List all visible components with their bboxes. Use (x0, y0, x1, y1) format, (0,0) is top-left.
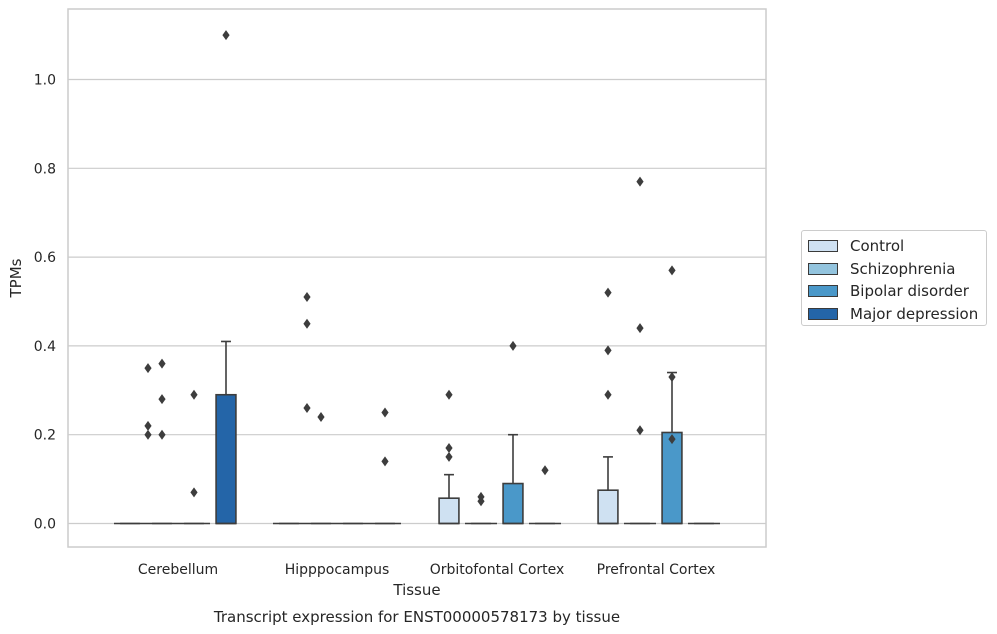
outlier-point (222, 30, 230, 41)
legend-label: Schizophrenia (850, 259, 956, 278)
outlier-point (668, 265, 676, 276)
y-tick-label: 1.0 (34, 73, 56, 89)
legend-item: Bipolar disorder (808, 280, 986, 303)
outlier-point (190, 487, 198, 498)
outlier-point (477, 496, 485, 507)
outlier-point (509, 340, 517, 351)
y-axis-label: TPMs (7, 258, 25, 298)
box-marks (114, 30, 720, 525)
outlier-point (303, 292, 311, 303)
x-tick-label: Prefrontal Cortex (597, 562, 716, 578)
box (597, 489, 619, 525)
outlier-point (144, 363, 152, 374)
legend-swatch (808, 262, 838, 275)
outlier-point (604, 345, 612, 356)
outlier-point (158, 429, 166, 440)
y-tick-label: 0.6 (34, 250, 56, 266)
legend-item: Schizophrenia (808, 258, 986, 281)
x-tick-label: Cerebellum (138, 562, 218, 578)
legend-label: Control (850, 237, 905, 256)
outlier-point (668, 434, 676, 445)
outlier-point (190, 389, 198, 400)
outlier-point (381, 407, 389, 418)
outlier-point (445, 451, 453, 462)
chart-title: Transcript expression for ENST0000057817… (213, 608, 620, 626)
outlier-point (445, 389, 453, 400)
legend-item: Major depression (808, 303, 986, 326)
x-tick-labels: Cerebellum Hipppocampus Orbitofontal Corte… (138, 562, 715, 578)
plot-area (67, 8, 767, 548)
y-tick-label: 0.0 (34, 517, 56, 533)
outlier-point (303, 403, 311, 414)
outlier-point (144, 420, 152, 431)
box (502, 482, 524, 525)
y-tick-label: 0.2 (34, 428, 56, 444)
outlier-point (144, 429, 152, 440)
outlier-point (636, 176, 644, 187)
y-tick-label: 0.4 (34, 339, 56, 355)
outlier-point (668, 371, 676, 382)
box (661, 431, 683, 525)
outlier-point (636, 323, 644, 334)
outlier-point (445, 443, 453, 454)
chart-legend: Control Schizophrenia Bipolar disorder Majo… (801, 230, 987, 326)
x-tick-label: Orbitofontal Cortex (430, 562, 565, 578)
outlier-point (636, 425, 644, 436)
box (215, 393, 237, 525)
outlier-point (541, 465, 549, 476)
outlier-point (317, 411, 325, 422)
outlier-point (604, 287, 612, 298)
box (438, 497, 460, 525)
outlier-point (158, 358, 166, 369)
outlier-point (604, 389, 612, 400)
outlier-point (381, 456, 389, 467)
outlier-point (158, 394, 166, 405)
x-tick-label: Hipppocampus (285, 562, 390, 578)
legend-item: Control (808, 235, 986, 258)
legend-label: Bipolar disorder (850, 282, 969, 301)
legend-swatch (808, 307, 838, 320)
y-tick-labels: 0.0 0.2 0.4 0.6 0.8 1.0 (34, 73, 56, 533)
legend-swatch (808, 285, 838, 298)
legend-label: Major depression (850, 304, 979, 323)
x-axis-label: Tissue (392, 581, 440, 599)
legend-swatch (808, 240, 838, 253)
outlier-point (303, 318, 311, 329)
y-tick-label: 0.8 (34, 161, 56, 177)
